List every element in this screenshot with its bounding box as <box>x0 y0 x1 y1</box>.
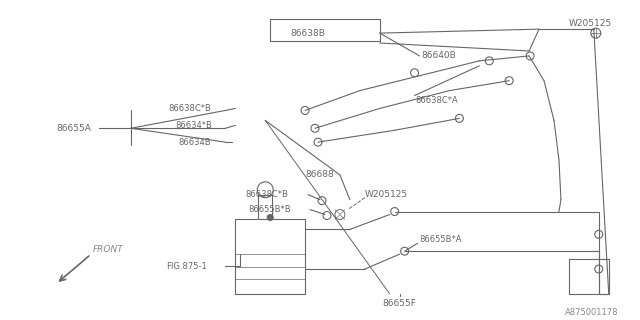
Text: FIG.875-1: FIG.875-1 <box>166 261 207 271</box>
Text: 86655B*A: 86655B*A <box>420 235 462 244</box>
Text: 86634*B: 86634*B <box>175 121 212 130</box>
Text: FRONT: FRONT <box>93 245 124 254</box>
Text: W205125: W205125 <box>365 190 408 199</box>
Text: 86638B: 86638B <box>290 28 325 38</box>
Text: 86634B: 86634B <box>179 138 211 147</box>
Text: 86638C*B: 86638C*B <box>169 104 212 113</box>
Text: W205125: W205125 <box>569 19 612 28</box>
Text: 86640B: 86640B <box>422 52 456 60</box>
Text: 86655F: 86655F <box>383 299 417 308</box>
Text: 86655A: 86655A <box>56 124 91 133</box>
Text: A875001178: A875001178 <box>565 308 619 317</box>
Text: 86655B*B: 86655B*B <box>248 205 291 214</box>
Text: 86638C*A: 86638C*A <box>415 96 458 105</box>
Text: 86688: 86688 <box>305 170 334 180</box>
Circle shape <box>268 214 273 220</box>
Text: 86638C*B: 86638C*B <box>245 190 288 199</box>
